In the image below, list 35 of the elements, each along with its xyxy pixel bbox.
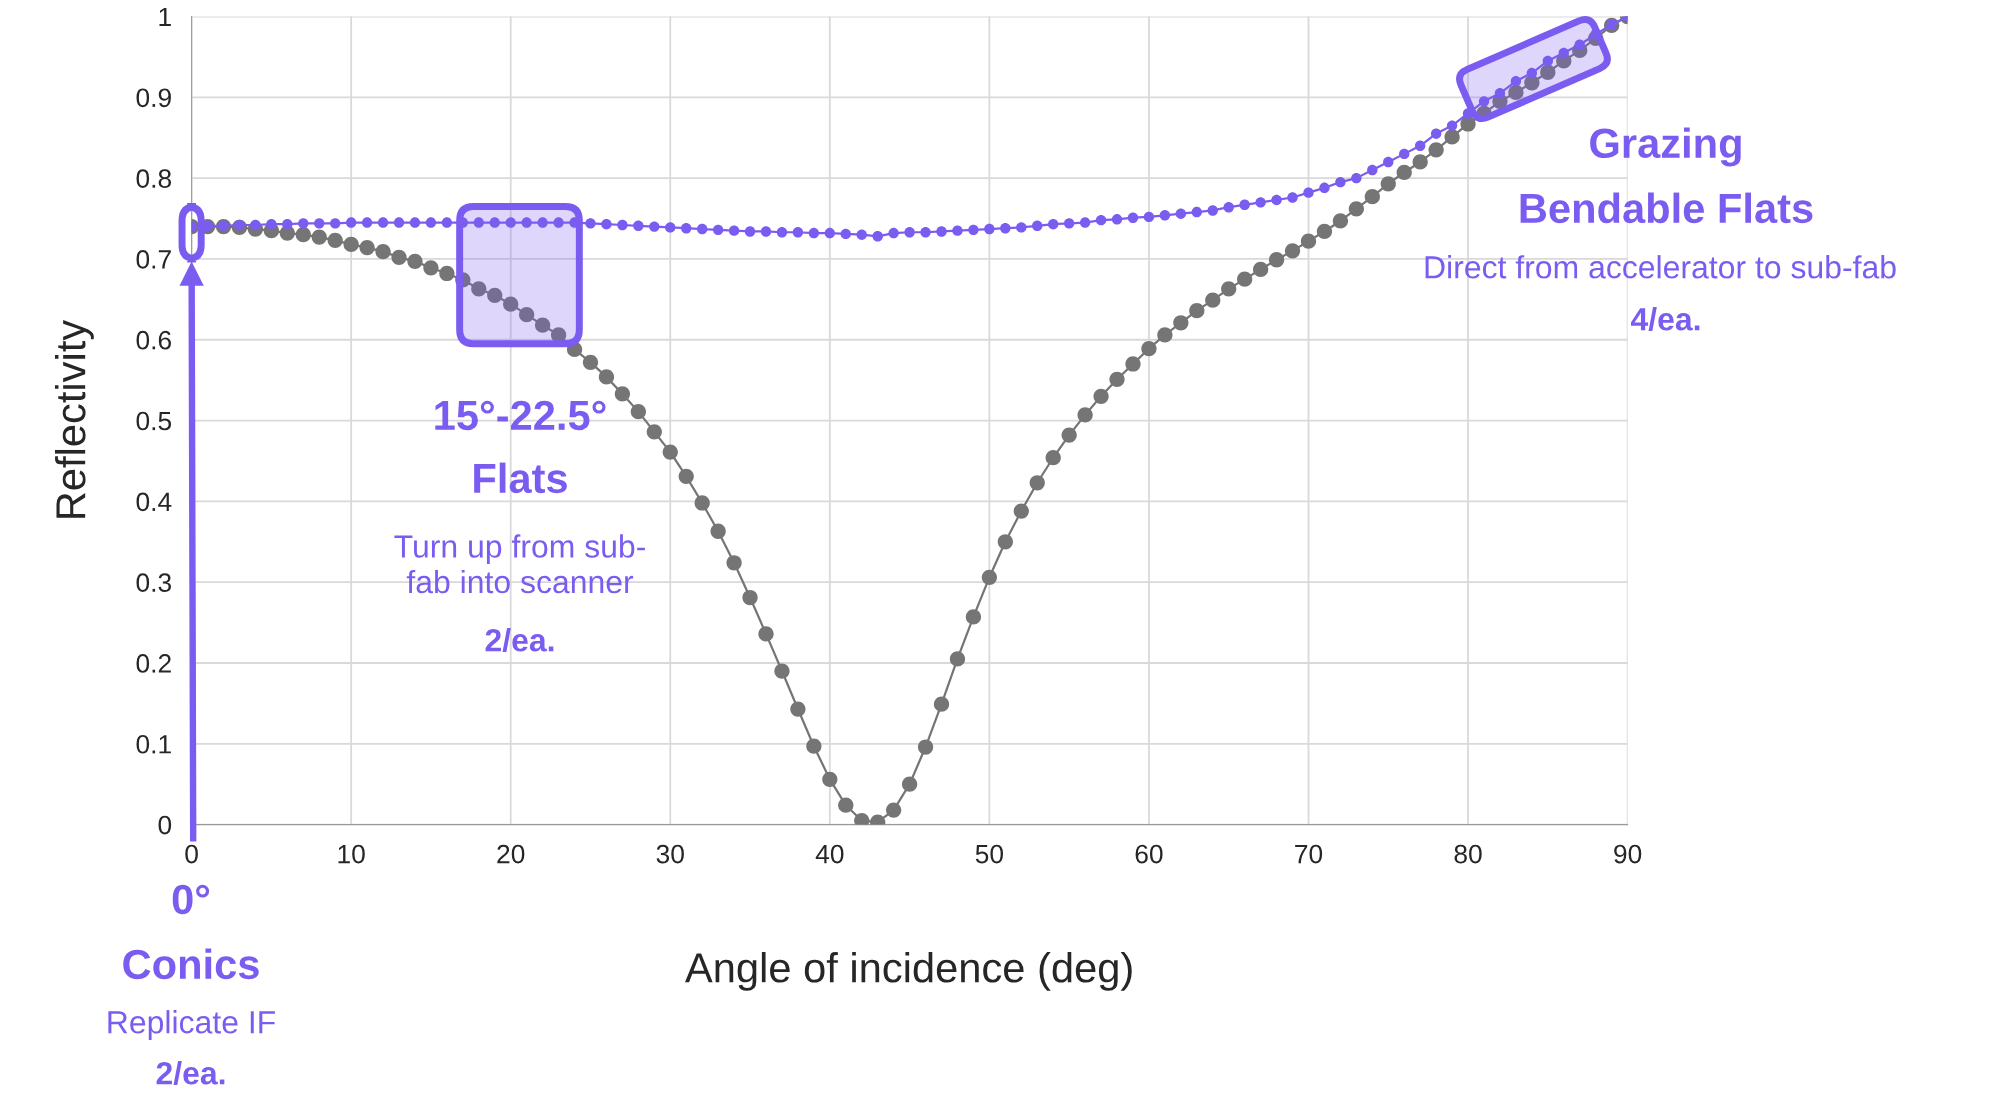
x-axis-title: Angle of incidence (deg) <box>685 951 1132 991</box>
x-tick-label: 40 <box>815 844 844 864</box>
y-tick-label: 0.3 <box>136 573 171 592</box>
annotation: Bendable Flats <box>1520 192 1813 224</box>
y-tick-label: 0.1 <box>136 734 171 754</box>
annotation: Flats <box>474 462 567 494</box>
annotation: Grazing <box>1590 127 1741 167</box>
annotation: Direct from accelerator to sub-fab <box>1425 255 1896 279</box>
y-tick-label: 0.9 <box>136 88 171 108</box>
y-axis-title: Reflectivity <box>54 319 94 518</box>
y-tick-label: 0.7 <box>136 250 171 269</box>
text: Conics <box>123 948 259 980</box>
x-tick-label: 60 <box>1135 844 1163 864</box>
y-tick-label: 0.6 <box>136 330 171 350</box>
y-tick-label: 0.5 <box>136 411 172 431</box>
y-tick-label: 0.4 <box>136 492 172 512</box>
x-tick-label: 90 <box>1614 844 1642 864</box>
text: Replicate IF <box>108 1010 275 1040</box>
x-tick-label: 80 <box>1454 844 1482 864</box>
annotation: 2/ea. <box>485 628 554 652</box>
x-tick-label: 30 <box>656 844 684 864</box>
y-tick-label: 1 <box>159 7 171 27</box>
y-tick-label: 0 <box>158 815 172 835</box>
y-tick-label: 0.2 <box>136 654 171 673</box>
x-tick-label: 50 <box>975 844 1004 864</box>
annotation: Turn up from sub- fab into scanner <box>394 534 645 594</box>
y-tick-label: 0.8 <box>136 169 172 188</box>
x-tick-label: 10 <box>338 844 365 864</box>
text: 2/ea. <box>156 1061 225 1085</box>
text: 0° <box>172 884 210 915</box>
x-tick-label: 0 <box>185 844 198 864</box>
text: 4/ea. <box>1630 307 1700 331</box>
annotation: 15°-22.5° <box>435 400 606 431</box>
x-tick-label: 70 <box>1295 844 1323 864</box>
x-tick-label: 20 <box>497 844 525 864</box>
